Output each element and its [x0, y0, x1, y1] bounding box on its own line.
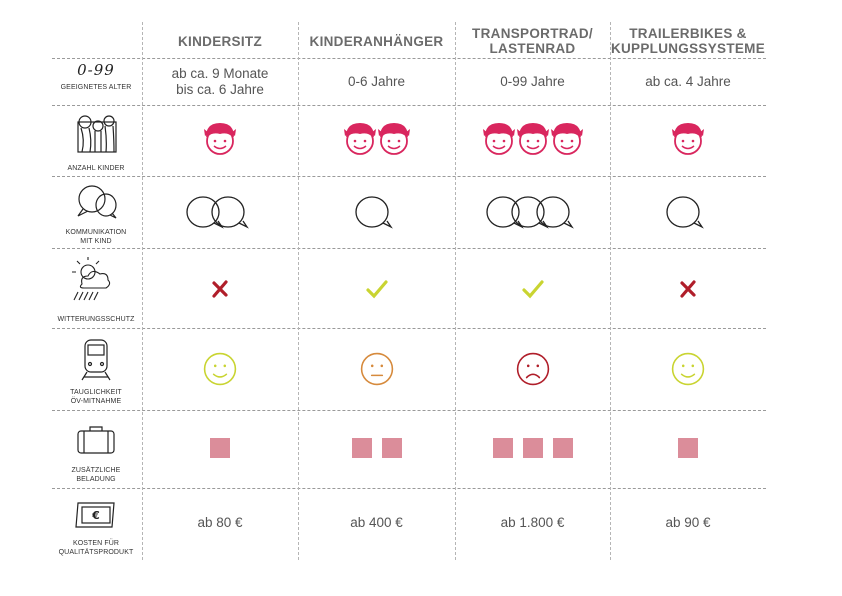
transit-cell	[610, 330, 766, 408]
cost-cell: ab 1.800 €	[500, 515, 565, 530]
luggage-cell	[298, 412, 455, 488]
communication-cell	[298, 178, 455, 248]
children-cell	[610, 107, 766, 175]
cross-icon	[212, 280, 228, 298]
column-divider	[455, 22, 456, 560]
row-divider	[52, 410, 766, 411]
column-header-kindersitz: KINDERSITZ	[178, 33, 262, 49]
age-cell: 0-99 Jahre	[500, 74, 565, 89]
column-header-trailerbikes: TRAILERBIKES & KUPPLUNGSSYSTEME	[610, 26, 766, 56]
children-cell	[455, 107, 610, 175]
speech-bubble-icon	[510, 196, 549, 229]
kid-face-icon	[550, 122, 583, 155]
luggage-square	[522, 437, 543, 458]
cross-icon	[680, 280, 696, 298]
cost-cell: ab 90 €	[665, 515, 711, 530]
luggage-cell	[610, 412, 766, 488]
luggage-square	[552, 437, 573, 458]
row-divider	[52, 488, 766, 489]
luggage-square	[210, 437, 230, 458]
communication-cell	[610, 178, 766, 248]
row-divider	[52, 105, 766, 106]
row-divider	[52, 176, 766, 177]
weather-cell	[610, 250, 766, 328]
row-label-transit: TAUGLICHKEIT ÖV-MITNAHME	[70, 389, 122, 405]
speech-bubbles-icon	[52, 183, 140, 223]
transit-cell	[455, 330, 610, 408]
happy-face-icon	[203, 352, 237, 386]
check-icon	[521, 280, 544, 299]
kid-face-icon	[516, 122, 549, 155]
row-label-weather: WITTERUNGSSCHUTZ	[57, 316, 135, 323]
kid-face-icon	[482, 122, 515, 155]
column-divider	[610, 22, 611, 560]
cost-cell: ab 400 €	[350, 515, 403, 530]
age-cell: ab ca. 9 Monate bis ca. 6 Jahre	[171, 66, 269, 97]
children-cell	[142, 107, 298, 175]
banknote-icon: €	[52, 500, 140, 530]
train-icon	[52, 337, 140, 381]
column-divider	[298, 22, 299, 560]
row-label-children: ANZAHL KINDER	[67, 165, 125, 172]
suitcase-icon	[52, 422, 140, 458]
speech-bubble-icon	[185, 196, 224, 229]
row-label-communication: KOMMUNIKATION MIT KIND	[65, 229, 127, 245]
row-label-luggage: ZUSÄTZLICHE BELADUNG	[71, 467, 121, 483]
check-icon	[365, 280, 388, 299]
communication-cell	[455, 178, 610, 248]
weather-cell	[455, 250, 610, 328]
speech-bubble-icon	[666, 196, 704, 229]
speech-bubble-icon	[485, 196, 524, 229]
speech-bubble-icon	[210, 196, 249, 229]
neutral-face-icon	[360, 352, 393, 386]
kid-face-icon	[204, 122, 236, 155]
euro-icon: €	[91, 509, 100, 522]
happy-face-icon	[671, 352, 705, 386]
weather-icon	[52, 256, 140, 306]
age-cell: ab ca. 4 Jahre	[645, 74, 731, 89]
kid-face-icon	[672, 122, 704, 155]
luggage-square	[351, 437, 372, 458]
column-header-kinderanhaenger: KINDERANHÄNGER	[309, 33, 444, 49]
transit-cell	[142, 330, 298, 408]
family-icon	[52, 112, 140, 156]
luggage-square	[492, 437, 513, 458]
speech-bubble-icon	[535, 196, 574, 229]
cost-cell: ab 80 €	[197, 515, 243, 530]
weather-cell	[298, 250, 455, 328]
column-header-transportrad: TRANSPORTRAD/LASTENRAD	[472, 26, 593, 56]
speech-bubble-icon	[354, 196, 393, 229]
row-label-cost: KOSTEN FÜR QUALITÄTSPRODUKT	[58, 540, 134, 556]
column-divider	[142, 22, 143, 560]
weather-cell	[142, 250, 298, 328]
transit-cell	[298, 330, 455, 408]
row-divider	[52, 328, 766, 329]
row-divider	[52, 58, 766, 59]
sad-face-icon	[516, 352, 549, 386]
row-label-age: GEEIGNETES ALTER	[60, 84, 132, 91]
kid-face-icon	[343, 122, 376, 155]
children-cell	[298, 107, 455, 175]
luggage-cell	[142, 412, 298, 488]
luggage-cell	[455, 412, 610, 488]
communication-cell	[142, 178, 298, 248]
kid-face-icon	[377, 122, 410, 155]
age-cell: 0-6 Jahre	[347, 74, 406, 89]
age-icon: 0-99	[77, 61, 115, 79]
luggage-square	[678, 437, 698, 458]
luggage-square	[381, 437, 402, 458]
row-divider	[52, 248, 766, 249]
